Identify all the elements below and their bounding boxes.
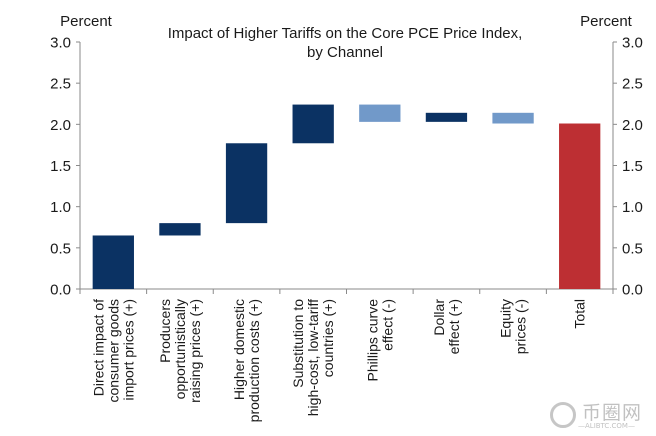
watermark-text: 币圈网 — [582, 402, 643, 424]
x-tick-label-line: consumer goods — [105, 299, 121, 403]
bar-total — [559, 123, 601, 289]
y-tick-label-right: 3.0 — [622, 35, 643, 52]
bar-increase — [292, 104, 334, 144]
y-tick-label-left: 2.0 — [50, 117, 71, 134]
x-tick-label-line: prices (-) — [513, 299, 529, 354]
x-tick-label: Dollar effect (+) — [431, 299, 462, 355]
chart-title: Impact of Higher Tariffs on the Core PCE… — [168, 25, 523, 61]
x-tick-label-line: Producers — [157, 299, 173, 363]
y-tick-label-right: 0.5 — [622, 240, 643, 257]
x-tick-label-line: Equity — [498, 299, 514, 338]
x-tick-label: Total — [572, 299, 588, 329]
y-tick-label-left: 1.5 — [50, 158, 71, 175]
bars — [92, 104, 601, 289]
x-tick-label-line: raising prices (+) — [187, 299, 203, 403]
chart-title-line: by Channel — [307, 44, 383, 61]
bar-increase — [159, 223, 201, 236]
x-tick-label: Phillips curve effect (-) — [364, 299, 395, 382]
y-tick-label-left: 2.5 — [50, 76, 71, 93]
watermark-logo-icon — [550, 402, 576, 428]
watermark: 币圈网 —ALIBTC.COM— — [548, 398, 652, 434]
y-tick-label-left: 3.0 — [50, 35, 71, 52]
y-axis-label-left: Percent — [60, 13, 113, 30]
y-tick-label-right: 1.0 — [622, 199, 643, 216]
x-tick-label: Higher domestic production costs (+) — [231, 299, 262, 422]
bar-decrease — [359, 104, 401, 122]
x-tick-label: Producers opportunistically raising prices… — [157, 299, 203, 403]
x-tick-label-line: Substitution to — [290, 299, 306, 388]
x-tick-label-line: Total — [572, 299, 588, 329]
x-tick-label-line: Direct impact of — [90, 299, 106, 396]
x-tick-label: Direct impact of consumer goods import pri… — [90, 299, 136, 403]
x-tick-label-line: Phillips curve — [364, 299, 380, 382]
y-tick-label-right: 2.0 — [622, 117, 643, 134]
y-tick-label-left: 0.0 — [50, 282, 71, 299]
y-tick-label-left: 0.5 — [50, 240, 71, 257]
x-tick-label: Equity prices (-) — [498, 299, 529, 354]
x-tick-labels: Direct impact of consumer goods import pri… — [90, 299, 587, 423]
x-tick-label-line: Higher domestic — [231, 299, 247, 400]
x-tick-label-line: high-cost, low-tariff — [305, 299, 321, 416]
x-tick-label-line: Dollar — [431, 299, 447, 336]
x-tick-label-line: effect (-) — [379, 299, 395, 351]
x-tick-label-line: import prices (+) — [120, 299, 136, 401]
x-tick-label-line: effect (+) — [446, 299, 462, 354]
bar-increase — [92, 235, 134, 289]
y-axis-label-right: Percent — [580, 13, 633, 30]
x-tick-label-line: production costs (+) — [246, 299, 262, 422]
y-tick-label-right: 2.5 — [622, 76, 643, 93]
x-tick-label-line: opportunistically — [172, 299, 188, 399]
bar-decrease — [492, 112, 534, 124]
chart-title-line: Impact of Higher Tariffs on the Core PCE… — [168, 25, 523, 42]
watermark-subtext: —ALIBTC.COM— — [578, 422, 635, 430]
bar-increase — [425, 112, 468, 122]
x-tick-label-line: countries (+) — [320, 299, 336, 377]
bar-increase — [225, 143, 268, 224]
x-tick-label: Substitution to high-cost, low-tariff coun… — [290, 299, 336, 416]
y-tick-label-right: 0.0 — [622, 282, 643, 299]
y-tick-label-right: 1.5 — [622, 158, 643, 175]
axes: 0.0 0.0 0.5 0.5 1.0 1.0 1.5 1.5 2.0 2.0 2.5 2.5 3.0 3… — [50, 35, 643, 299]
y-tick-label-left: 1.0 — [50, 199, 71, 216]
